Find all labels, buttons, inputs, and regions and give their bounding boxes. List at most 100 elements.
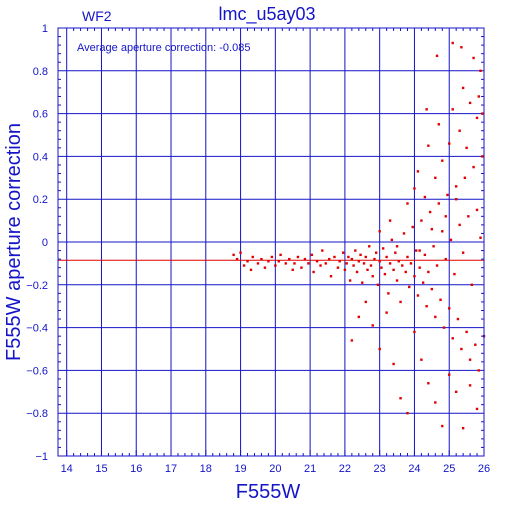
data-point [394,251,397,254]
data-point [364,300,367,304]
data-point [408,285,411,289]
data-point [395,279,399,282]
data-point [357,315,361,319]
data-point [423,195,427,199]
data-point [352,264,355,267]
data-point [371,324,374,327]
data-point [383,272,387,276]
data-point [425,305,428,308]
data-point [401,264,404,267]
data-point [303,257,307,261]
data-point [461,426,465,430]
y-tick-label: 0.8 [33,66,48,78]
data-point [341,251,345,254]
data-point [385,311,388,314]
data-point [300,266,303,269]
x-tick-label: 25 [443,463,455,475]
data-point [378,260,381,263]
data-point [413,330,416,334]
data-point [378,230,381,233]
data-point [392,362,395,366]
data-point [425,108,428,111]
data-point [430,227,434,231]
x-tick-label: 19 [234,463,246,475]
data-point [479,236,482,239]
data-point [345,262,348,265]
data-point [427,382,430,385]
data-point [423,253,427,257]
data-point [368,245,371,248]
data-point [385,255,388,259]
data-point [453,272,456,276]
plot-frame [57,27,485,457]
data-point [267,260,270,263]
data-point [388,219,392,222]
data-point [437,123,440,126]
data-point [270,255,274,259]
data-point [380,266,383,269]
data-point [468,101,472,105]
data-point [246,260,249,263]
data-point [291,268,294,272]
data-point [432,245,435,248]
data-point [260,257,263,261]
data-point [444,215,447,218]
data-point [376,283,380,286]
data-point [442,326,446,329]
data-point [242,264,246,267]
data-point [381,247,385,250]
data-point [444,257,447,261]
data-point [435,54,439,58]
data-point [458,129,461,132]
data-point [435,264,439,267]
data-point [448,142,451,145]
data-point [477,369,480,372]
data-point [348,279,352,282]
data-point [249,268,253,272]
data-point [355,270,359,274]
data-point [359,253,362,257]
x-tick-label: 15 [95,463,107,475]
data-point [399,300,402,304]
x-tick-label: 26 [478,463,490,475]
y-tick-label: 0 [42,237,48,249]
data-point [458,223,461,227]
data-point [310,253,314,257]
data-point [434,315,437,319]
y-tick-label: −0.8 [26,408,48,420]
data-point [454,198,458,201]
data-points [232,41,486,430]
data-point [468,358,472,361]
data-point [418,249,421,252]
data-point [277,260,281,263]
data-point [416,294,420,297]
data-point [475,208,479,212]
average-annotation: Average aperture correction: -0.085 [77,42,250,54]
x-tick-label: 20 [269,463,281,475]
data-point [448,307,451,310]
data-point [456,317,460,321]
data-point [460,347,463,351]
data-point [481,112,484,115]
data-point [347,255,350,259]
data-point [463,176,467,179]
data-point [434,401,437,404]
data-point [460,46,463,49]
data-point [392,268,395,272]
data-point [472,165,475,169]
data-point [428,210,432,214]
y-tick-label: 1 [42,23,48,35]
data-point [454,390,458,393]
data-point [418,266,421,269]
data-point [420,219,423,222]
y-tick-label: −1 [35,451,48,463]
chart-title: lmc_u5ay03 [218,4,315,25]
y-tick-label: 0.4 [33,151,48,163]
data-point [467,215,470,218]
data-point [366,268,369,272]
data-point [371,275,374,278]
panel-label: WF2 [82,8,112,24]
data-point [274,264,277,267]
